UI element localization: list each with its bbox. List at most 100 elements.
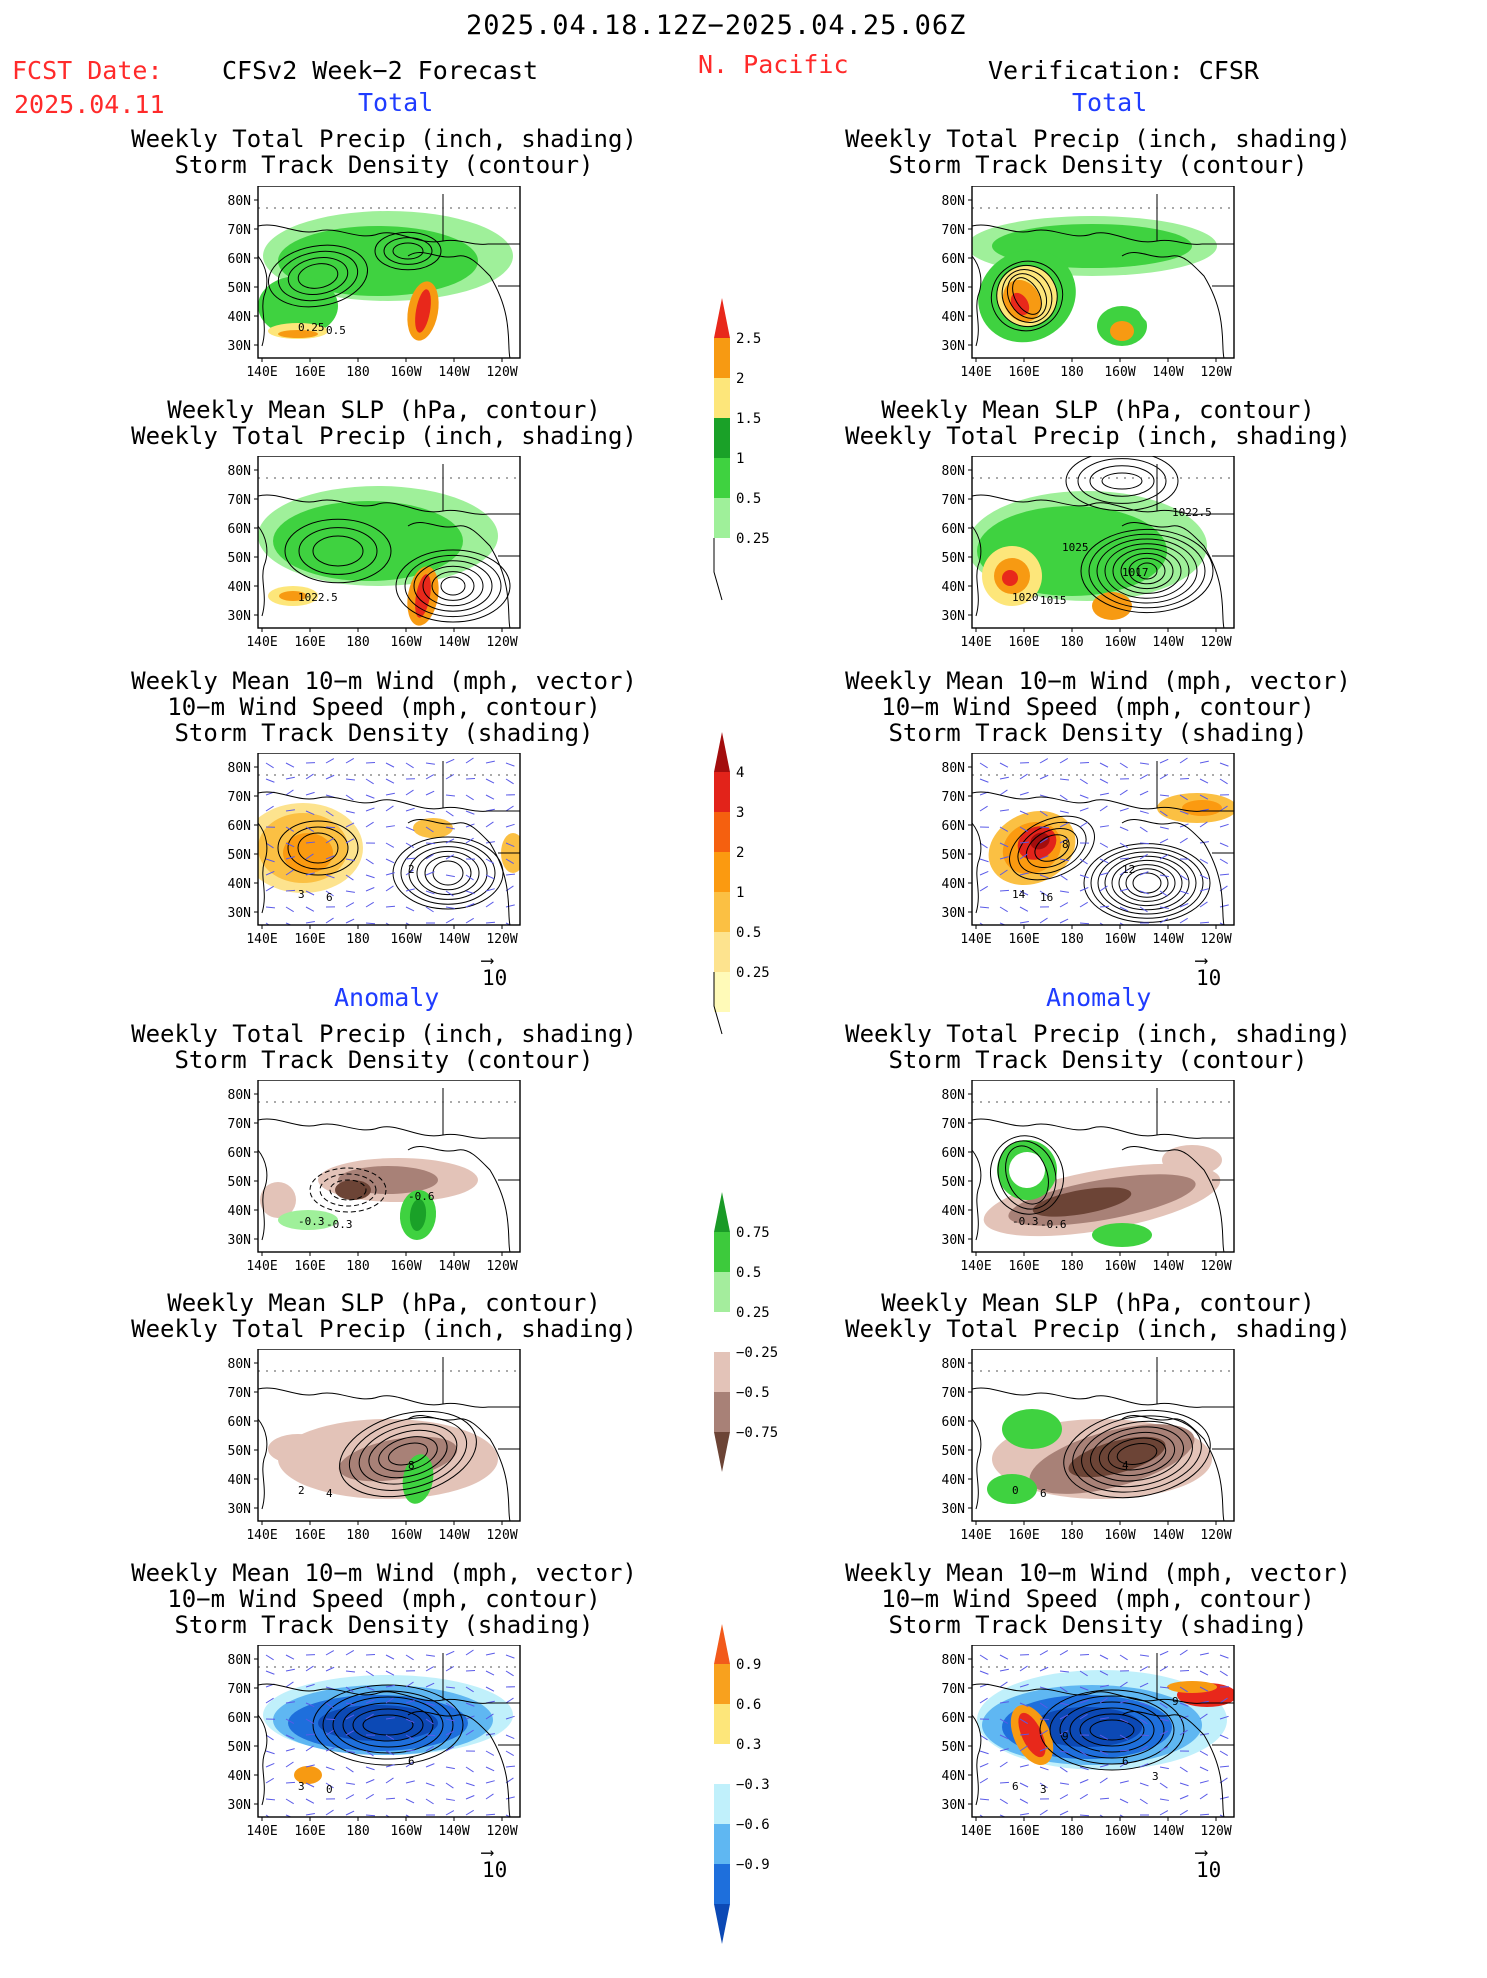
colorbar-label: −0.3 [736,1777,770,1793]
lat-label: 40N [228,310,251,325]
lon-label: 120W [486,1824,517,1839]
title-fc-precip-storm: Weekly Total Precip (inch, shading) Stor… [131,126,637,178]
contour-label: -0.3 [1012,1215,1039,1228]
lat-label: 80N [942,194,965,209]
colorbar-svg: 2.521.510.50.25 [712,268,802,608]
lon-label: 140E [246,932,277,947]
lon-label: 160W [390,932,421,947]
title-ob-anom-slp-precip: Weekly Mean SLP (hPa, contour) Weekly To… [845,1290,1351,1342]
colorbar-label: 1 [736,451,744,467]
lon-label: 180 [346,1528,369,1543]
verification-title: Verification: CFSR [988,56,1259,85]
colorbar-segment [714,1624,730,1664]
colorbar-segment [714,1864,730,1904]
colorbar-segment [714,1744,730,1784]
contour-label: 0 [1012,1484,1019,1497]
colorbar-label: 0.5 [736,1265,761,1281]
lat-label: 80N [228,194,251,209]
map-layer [961,186,1234,360]
lon-label: 160E [294,365,325,380]
shading-blob [1002,1409,1062,1449]
colorbar-label: −0.75 [736,1425,778,1441]
colorbar-segment [714,892,730,932]
lon-label: 180 [346,932,369,947]
lon-label: 160W [1104,932,1135,947]
colorbar-label: 0.25 [736,531,770,547]
wind-vector [1040,1719,1049,1720]
lat-label: 40N [942,1204,965,1219]
lon-label: 140W [1152,1528,1183,1543]
lon-label: 160W [390,1259,421,1274]
map-layer: 1022.5 [258,456,520,628]
title-line: Weekly Mean SLP (hPa, contour) [845,1290,1351,1316]
colorbar-segment [714,772,730,812]
wind-vector [1140,1735,1149,1736]
colorbar-segment [714,1904,730,1944]
lon-label: 160E [294,635,325,650]
lat-label: 80N [228,761,251,776]
vector-reference-ob-total: ⟶ 10 [1196,956,1221,990]
colorbar-segment [714,498,730,538]
lon-label: 140W [438,1528,469,1543]
vector-reference-value: 10 [482,1858,507,1882]
title-line: Weekly Total Precip (inch, shading) [131,1316,637,1342]
lon-label: 120W [1200,635,1231,650]
colorbar-segment [714,1392,730,1432]
lon-label: 140E [246,365,277,380]
wind-vector [426,843,435,844]
arrow-right-icon: ⟶ [482,1848,507,1858]
contour-label: 8 [408,1459,415,1472]
wind-vector [1200,1814,1209,1815]
contour-label: 3 [1152,1770,1159,1783]
lon-label: 180 [346,1824,369,1839]
wind-vector [286,890,295,891]
lon-label: 160E [1008,1824,1039,1839]
contour-label: -0.6 [408,1190,435,1203]
lon-label: 140W [438,635,469,650]
map-layer: -0.3-0.6 [972,1080,1234,1252]
lat-label: 40N [942,580,965,595]
lon-label: 180 [1060,365,1083,380]
colorbar-label: 2.5 [736,331,761,347]
lat-label: 70N [228,1117,251,1132]
contour-label: 6 [1040,1487,1047,1500]
lat-label: 30N [228,1233,251,1248]
lat-label: 50N [228,281,251,296]
colorbar-segment [714,1432,730,1472]
lat-label: 80N [228,464,251,479]
lat-label: 40N [942,1769,965,1784]
title-line: Storm Track Density (shading) [131,1612,637,1638]
contour-label: 6 [408,1755,415,1768]
shading-blob [1137,271,1207,331]
lat-label: 30N [228,1798,251,1813]
wind-vector [326,827,335,828]
lon-label: 160E [294,1824,325,1839]
contour-label: 0 [326,1783,333,1796]
lon-label: 140E [960,932,991,947]
colorbar-label: 0.75 [736,1225,770,1241]
lon-label: 160E [1008,1528,1039,1543]
region-title: N. Pacific [698,50,849,79]
lat-label: 30N [942,1233,965,1248]
lon-label: 140W [438,932,469,947]
lon-label: 160E [294,1259,325,1274]
lat-label: 70N [942,223,965,238]
lat-label: 60N [942,252,965,267]
lon-label: 140W [1152,635,1183,650]
lat-label: 50N [228,848,251,863]
colorbar-label: 0.25 [736,1305,770,1321]
lat-label: 70N [228,1386,251,1401]
shading-blob [1002,570,1018,586]
lat-label: 50N [942,1175,965,1190]
colorbar-segment [714,538,730,578]
